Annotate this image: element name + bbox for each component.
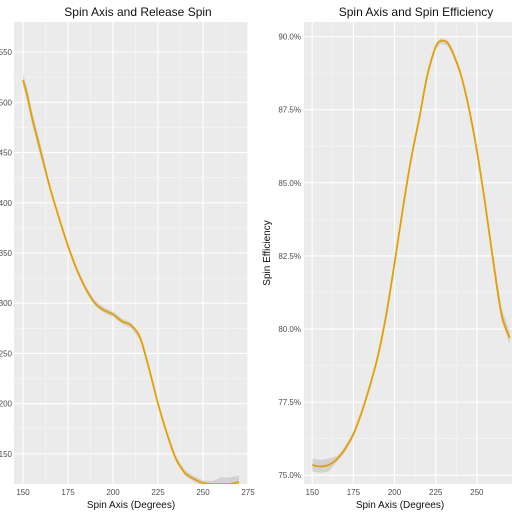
spin-efficiency-chart: Spin Axis and Spin Efficiency 75.0% 77.5%…	[262, 5, 512, 511]
release-spin-chart: Spin Axis and Release Spin 150 200 250 300 3…	[0, 5, 255, 511]
y-tick-label: 200	[0, 400, 13, 409]
x-axis-label: Spin Axis (Degrees)	[87, 500, 175, 511]
y-tick-label: 85.0%	[278, 179, 301, 188]
x-tick-label: 200	[106, 488, 120, 497]
y-tick-label: 75.0%	[278, 471, 301, 480]
x-tick-label: 175	[347, 488, 361, 497]
series-layer	[22, 73, 240, 484]
chart-title: Spin Axis and Spin Efficiency	[339, 5, 494, 19]
y-tick-label: 300	[0, 299, 13, 308]
x-tick-labels: 150 175 200 225 250 275	[16, 488, 255, 497]
y-tick-label: 87.5%	[278, 106, 301, 115]
y-tick-labels: 75.0% 77.5% 80.0% 82.5% 85.0% 87.5% 90.0%	[278, 33, 301, 481]
series-line	[22, 79, 240, 484]
x-tick-label: 275	[241, 488, 255, 497]
y-tick-labels: 150 200 250 300 350 400 450 500 550	[0, 48, 13, 459]
gridlines	[304, 22, 512, 484]
series-line	[312, 39, 511, 468]
y-tick-label: 350	[0, 249, 13, 258]
series-layer	[312, 38, 511, 473]
y-tick-label: 80.0%	[278, 325, 301, 334]
y-tick-label: 150	[0, 450, 13, 459]
y-tick-label: 550	[0, 48, 13, 57]
x-tick-label: 250	[196, 488, 210, 497]
y-tick-label: 82.5%	[278, 252, 301, 261]
y-tick-label: 250	[0, 349, 13, 358]
x-tick-label: 175	[61, 488, 75, 497]
gridlines	[14, 22, 248, 484]
y-tick-label: 90.0%	[278, 33, 301, 42]
x-tick-label: 225	[429, 488, 443, 497]
x-tick-labels: 150 175 200 225 250	[306, 488, 485, 497]
y-axis-label: Spin Efficiency	[262, 220, 273, 285]
x-axis-label: Spin Axis (Degrees)	[356, 500, 444, 511]
y-tick-label: 400	[0, 199, 13, 208]
y-tick-label: 450	[0, 149, 13, 158]
plot-panel	[304, 22, 512, 484]
x-tick-label: 250	[470, 488, 484, 497]
y-tick-label: 500	[0, 98, 13, 107]
x-tick-label: 225	[151, 488, 165, 497]
x-tick-label: 200	[388, 488, 402, 497]
x-tick-label: 150	[306, 488, 320, 497]
x-tick-label: 150	[16, 488, 30, 497]
chart-title: Spin Axis and Release Spin	[64, 5, 211, 19]
y-tick-label: 77.5%	[278, 398, 301, 407]
